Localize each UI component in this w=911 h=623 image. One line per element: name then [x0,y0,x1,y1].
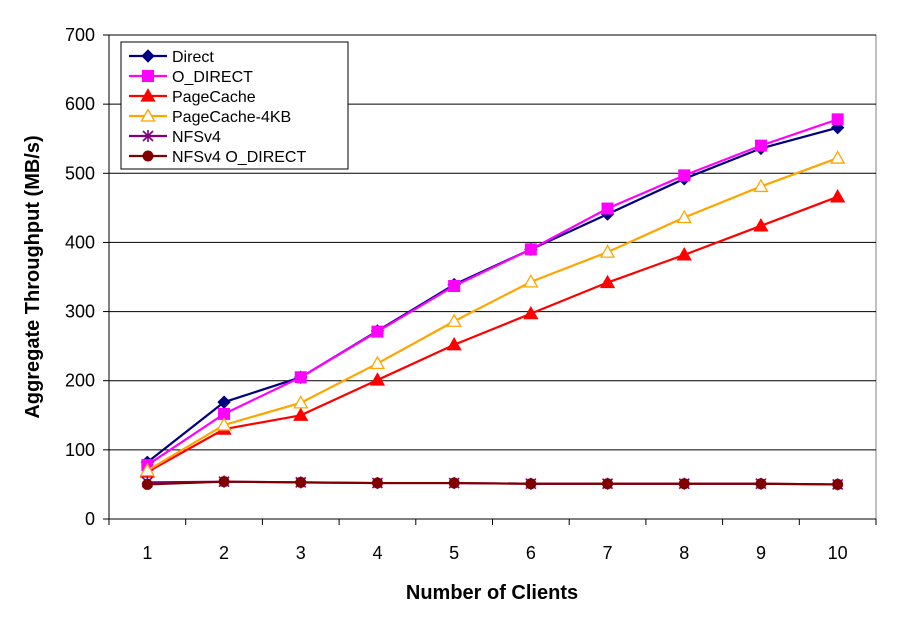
marker-stroke [142,130,154,142]
data-point [448,477,460,489]
data-point [676,209,692,224]
y-tick-label: 0 [85,509,95,529]
data-point [599,274,616,289]
data-point [523,274,539,288]
data-point [446,336,462,351]
series-pagecache [139,188,846,478]
legend-label: PageCache-4KB [172,109,291,126]
legend-marker [142,130,154,142]
legend: Direct O_DIRECT PageCache PageCache-4KB NFSv… [120,41,349,170]
y-axis-title: Aggregate Throughput (MB/s) [22,135,44,418]
data-point [523,305,539,320]
data-point [753,218,769,232]
y-tick-label: 600 [65,94,95,114]
data-point [753,178,769,193]
x-tick-label: 1 [142,543,152,563]
series-group [139,113,846,491]
x-tick-label: 4 [372,543,382,563]
y-tick-label: 400 [65,232,95,252]
data-point [524,243,537,256]
data-point [525,478,537,490]
y-tick-label: 500 [65,163,95,183]
gridlines [109,34,876,451]
x-tick-label: 5 [449,543,459,563]
data-point [830,150,846,164]
data-point [448,279,461,292]
series-line [146,157,839,472]
x-axis-title: Number of Clients [406,582,578,604]
y-tick-label: 300 [65,302,95,322]
data-point [676,247,692,261]
legend-marker [141,49,155,63]
legend-item: NFSv4 [129,129,221,146]
data-point [601,202,614,215]
x-axis: 1 2 3 4 5 6 7 8 9 10 [108,518,877,563]
data-point [678,169,691,182]
data-point [218,476,230,488]
legend-box [120,41,349,170]
x-tick-label: 7 [603,543,613,563]
data-point [295,476,307,488]
legend-marker [142,70,154,82]
legend-label: Direct [172,49,214,66]
series-line [146,195,839,473]
data-point [678,478,690,490]
data-point [446,313,462,327]
legend-marker [140,88,156,102]
data-point [755,478,767,490]
legend-marker [142,150,154,162]
legend-item: O_DIRECT [129,69,253,86]
data-point [602,478,614,490]
data-point [371,477,383,489]
legend-label: PageCache [172,89,256,106]
data-point [832,478,844,490]
data-point [371,325,384,338]
legend-label: NFSv4 O_DIRECT [172,149,306,166]
y-tick-label: 200 [65,371,95,391]
data-point [216,417,232,431]
data-point [141,478,153,490]
y-tick-label: 700 [65,25,95,45]
data-point [599,244,616,258]
x-tick-label: 6 [526,543,536,563]
data-point [831,113,844,126]
legend-label: O_DIRECT [172,69,253,86]
data-point [293,395,309,409]
data-point [754,139,767,152]
x-tick-label: 10 [828,543,848,563]
series-line [147,480,838,486]
series-nfsv4-o-direct [141,476,844,490]
data-point [830,188,846,203]
legend-marker [140,108,156,122]
x-tick-label: 9 [756,543,766,563]
x-tick-label: 2 [219,543,229,563]
y-axis: 0 100 200 300 400 500 600 700 [65,25,110,529]
data-point [139,462,155,477]
data-point [294,371,307,384]
legend-item: NFSv4 O_DIRECT [129,149,306,166]
data-point [369,355,386,370]
legend-item: PageCache [129,88,256,106]
legend-item: Direct [129,49,214,66]
legend-item: PageCache-4KB [129,108,291,126]
series-line [146,118,839,466]
x-tick-label: 3 [296,543,306,563]
data-point [369,372,386,386]
data-point [293,407,309,421]
series-pagecache-4kb [139,150,846,477]
legend-label: NFSv4 [172,129,221,146]
y-tick-label: 100 [65,440,95,460]
x-tick-label: 8 [679,543,689,563]
